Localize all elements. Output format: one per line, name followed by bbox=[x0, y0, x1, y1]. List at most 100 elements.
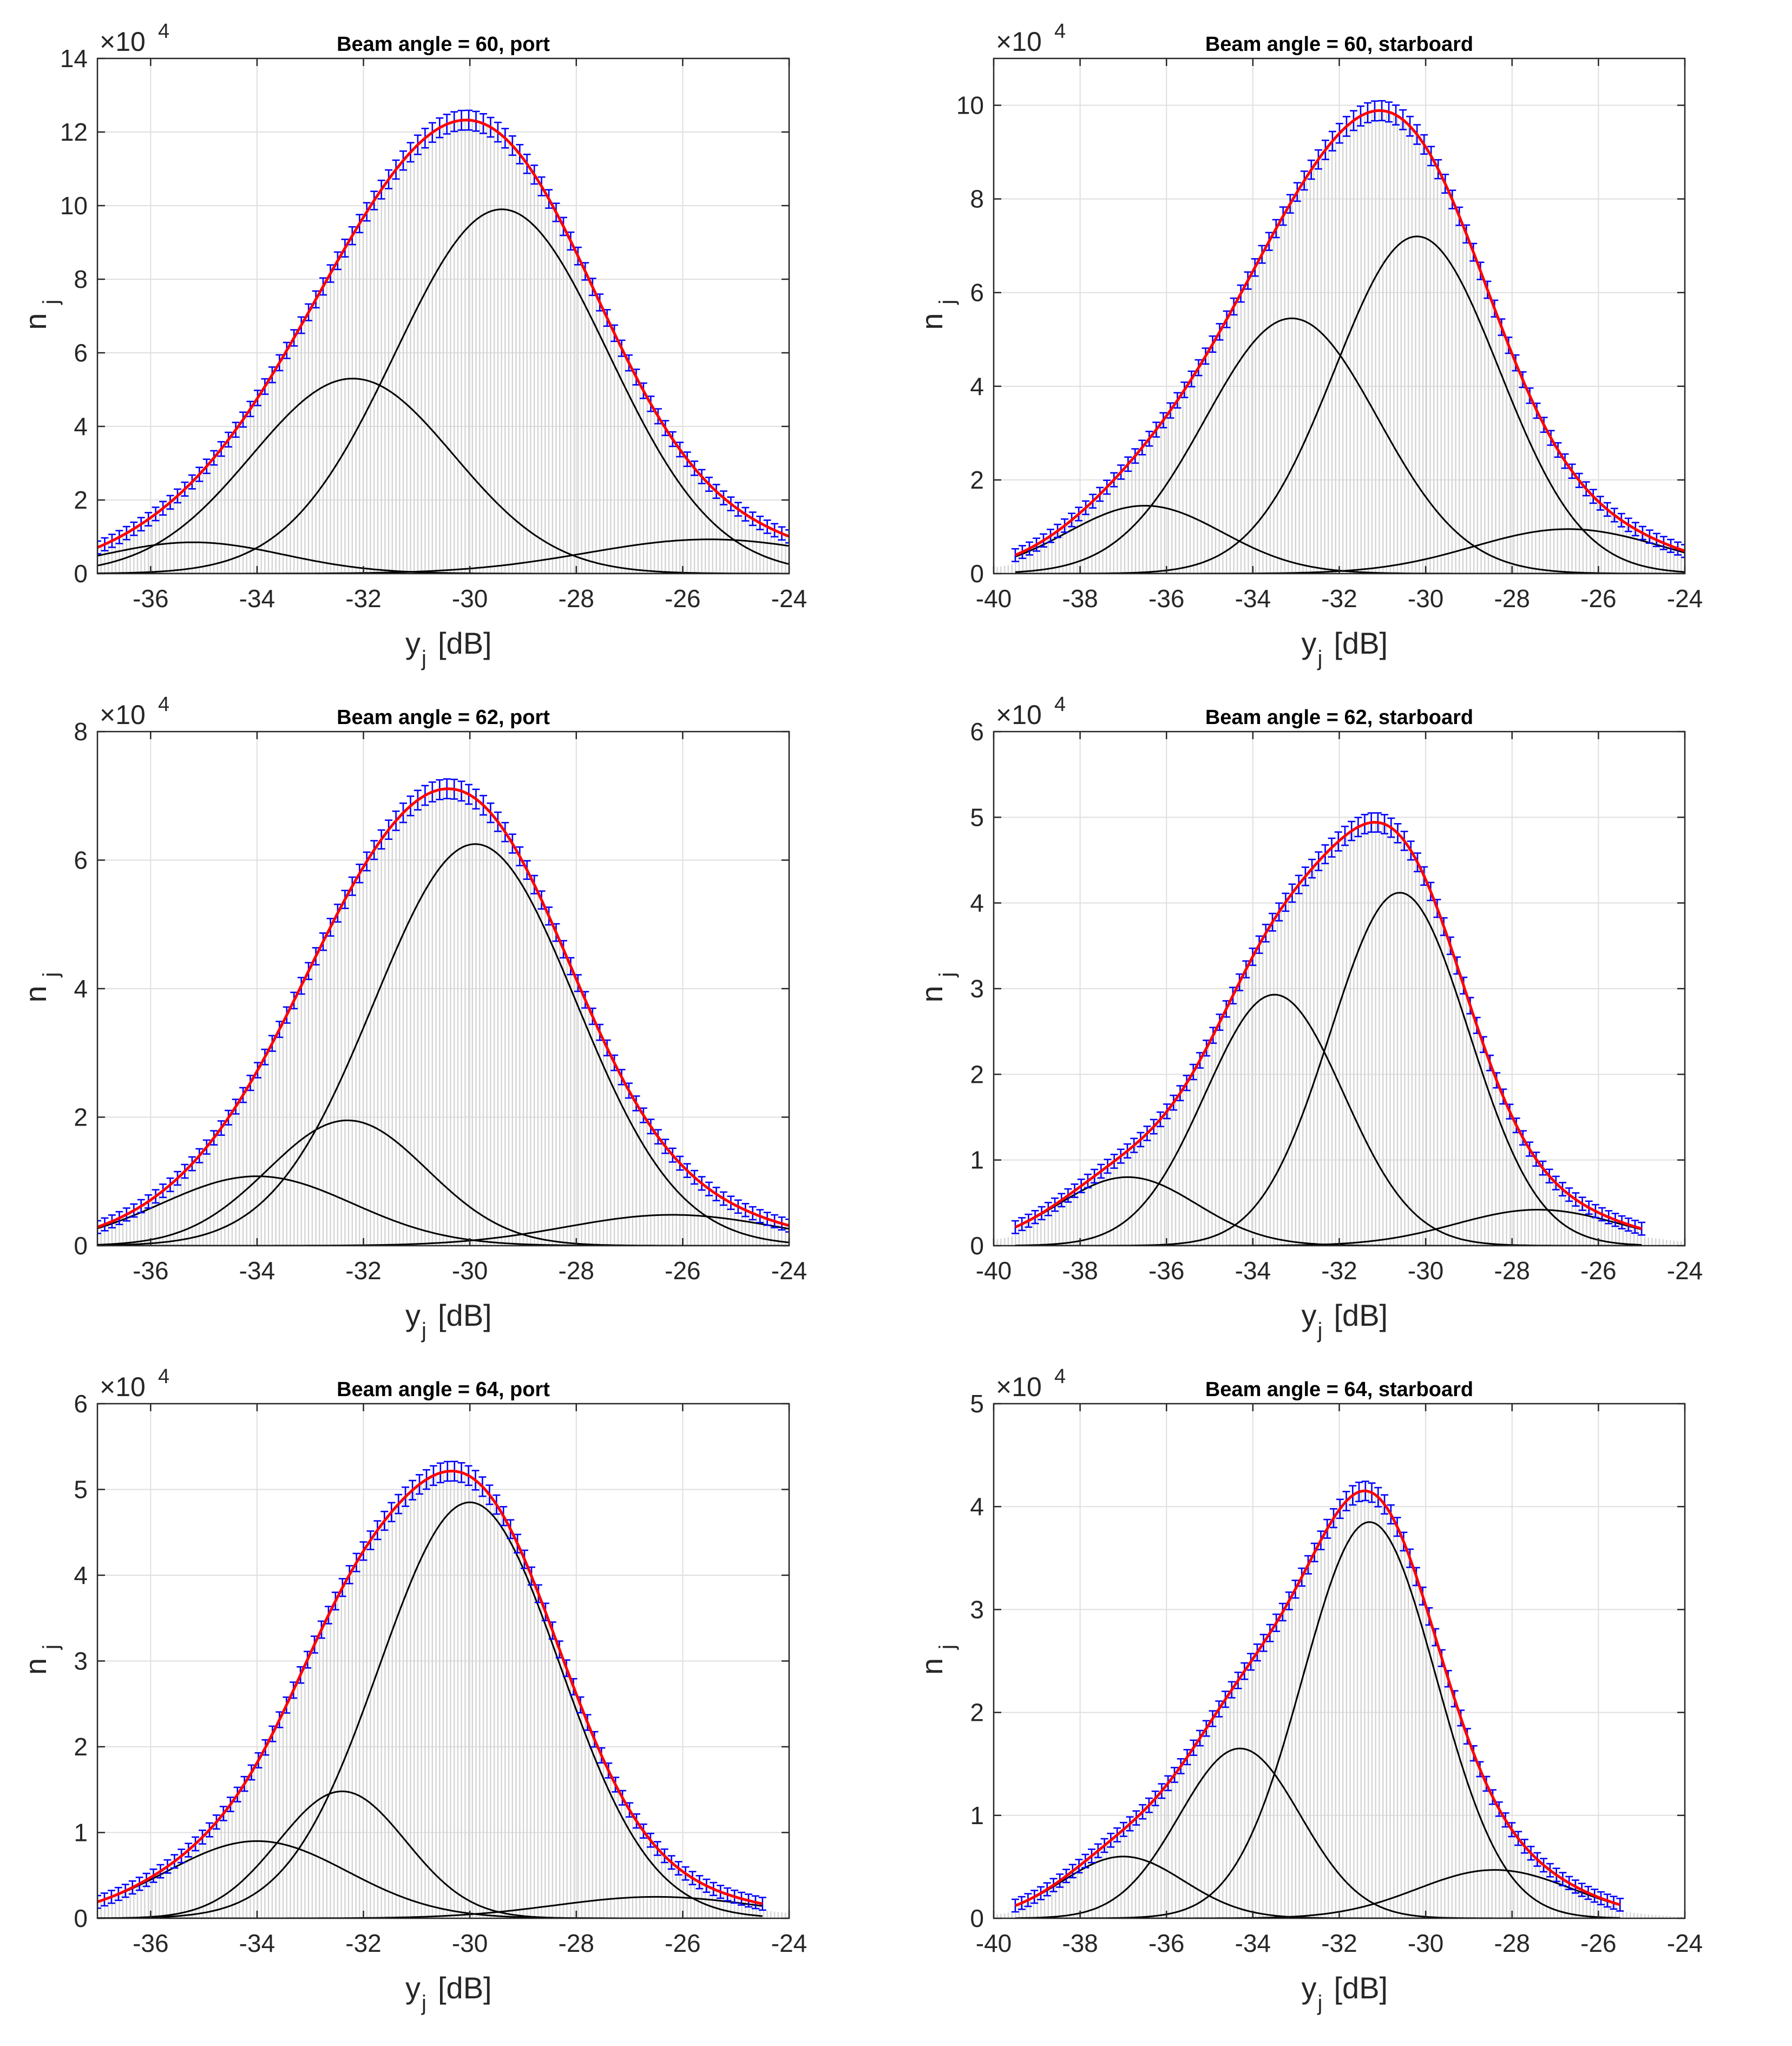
exponent-power: 4 bbox=[1054, 20, 1066, 43]
y-tick-label: 6 bbox=[970, 279, 984, 307]
chart-panel-5: -36 -34 -32 -30 -28 -26 -24 0 1 2 3 4 5 6 ×10 4 Beam ang… bbox=[18, 1365, 807, 2015]
y-axis-label-subscript: j bbox=[39, 1644, 63, 1650]
x-tick-label: -32 bbox=[1321, 1929, 1357, 1957]
total-fit-curve bbox=[97, 787, 789, 1228]
chart-panel-6: -40 -38 -36 -34 -32 -30 -28 -26 -24 0 1 2 3 4 5 ×10 4 Bea… bbox=[915, 1365, 1703, 2015]
x-tick-label: -26 bbox=[1580, 1256, 1616, 1285]
y-tick-label: 4 bbox=[970, 372, 984, 400]
y-tick-label: 2 bbox=[970, 1699, 984, 1727]
x-tick-label: -36 bbox=[133, 584, 168, 613]
y-tick-label: 0 bbox=[74, 560, 88, 588]
x-tick-label: -40 bbox=[976, 584, 1012, 613]
y-tick-label: 0 bbox=[970, 560, 984, 588]
component-curve-2 bbox=[97, 378, 789, 574]
y-axis-label: n bbox=[18, 985, 52, 1002]
x-tick-label: -32 bbox=[345, 584, 381, 613]
x-tick-label: -26 bbox=[665, 1929, 700, 1957]
y-tick-label: 3 bbox=[970, 975, 984, 1003]
y-tick-label: 10 bbox=[60, 192, 88, 220]
component-curve-4 bbox=[97, 538, 789, 574]
y-axis-label: n bbox=[915, 313, 949, 330]
component-curve-1 bbox=[97, 541, 789, 574]
x-tick-label: -34 bbox=[1235, 584, 1271, 613]
x-tick-label: -24 bbox=[1667, 1256, 1703, 1285]
total-fit-curve bbox=[1014, 109, 1685, 557]
chart-panel-1: -36 -34 -32 -30 -28 -26 -24 0 2 4 6 8 10 12 14 ×10 4 Beam… bbox=[18, 20, 807, 670]
x-axis-label-subscript: j bbox=[1317, 1319, 1323, 1343]
x-tick-label: -36 bbox=[1148, 1929, 1184, 1957]
y-axis-label-group: nj bbox=[18, 972, 63, 1003]
component-curve-1 bbox=[97, 1840, 763, 1918]
y-tick-label: 6 bbox=[74, 846, 88, 874]
x-tick-label: -38 bbox=[1062, 584, 1098, 613]
y-axis-label-subscript: j bbox=[39, 300, 63, 305]
exponent-power: 4 bbox=[1054, 1365, 1066, 1388]
y-tick-label: 5 bbox=[74, 1476, 88, 1504]
component-curve-1 bbox=[97, 1175, 789, 1246]
y-tick-label: 10 bbox=[956, 91, 984, 120]
chart-title: Beam angle = 64, port bbox=[337, 1378, 550, 1401]
component-curve-3 bbox=[97, 208, 789, 574]
x-tick-label: -34 bbox=[239, 1256, 275, 1285]
y-axis-label-subscript: j bbox=[935, 1644, 959, 1650]
exponent-label: ×10 bbox=[996, 27, 1042, 57]
component-curve-3 bbox=[97, 1501, 763, 1918]
plot-content bbox=[994, 1481, 1685, 1918]
component-curve-4 bbox=[97, 1214, 789, 1246]
component-curve-2 bbox=[1015, 1747, 1620, 1918]
x-axis-label: y bbox=[1302, 1298, 1317, 1332]
chart-title: Beam angle = 60, port bbox=[337, 33, 550, 56]
x-tick-label: -28 bbox=[1494, 1929, 1530, 1957]
chart-title: Beam angle = 62, starboard bbox=[1205, 706, 1473, 729]
x-axis-label-unit: [dB] bbox=[1334, 626, 1388, 660]
component-curve-4 bbox=[1015, 528, 1685, 574]
exponent-power: 4 bbox=[158, 693, 169, 716]
y-axis-label-subscript: j bbox=[935, 300, 959, 305]
x-tick-label: -32 bbox=[1321, 1256, 1357, 1285]
y-axis-label-group: nj bbox=[915, 300, 959, 330]
x-tick-label: -32 bbox=[1321, 584, 1357, 613]
x-axis-label-unit: [dB] bbox=[438, 626, 492, 660]
component-curve-3 bbox=[97, 843, 789, 1246]
y-tick-label: 2 bbox=[74, 486, 88, 514]
x-tick-label: -24 bbox=[771, 1929, 807, 1957]
y-tick-label: 8 bbox=[74, 265, 88, 293]
x-tick-label: -24 bbox=[1667, 584, 1703, 613]
x-axis-label-subscript: j bbox=[1317, 647, 1323, 670]
x-tick-label: -24 bbox=[771, 584, 807, 613]
error-bars bbox=[97, 778, 789, 1234]
chart-panel-4: -40 -38 -36 -34 -32 -30 -28 -26 -24 0 1 2 3 4 5 6 ×10 4 Be… bbox=[915, 693, 1703, 1343]
exponent-power: 4 bbox=[158, 20, 169, 43]
x-axis-label-subscript: j bbox=[421, 1991, 426, 2015]
x-tick-label: -28 bbox=[559, 1929, 594, 1957]
y-tick-label: 0 bbox=[74, 1232, 88, 1260]
plot-content bbox=[97, 1461, 789, 1918]
histogram bbox=[97, 788, 789, 1246]
x-tick-label: -26 bbox=[665, 584, 700, 613]
exponent-label: ×10 bbox=[100, 1372, 146, 1402]
chart-title: Beam angle = 60, starboard bbox=[1205, 33, 1473, 56]
component-curve-4 bbox=[1015, 1209, 1642, 1246]
x-axis-label: y bbox=[1302, 626, 1317, 660]
y-axis-label-group: nj bbox=[915, 1644, 959, 1675]
exponent-label: ×10 bbox=[996, 1372, 1042, 1402]
y-tick-label: 4 bbox=[970, 889, 984, 917]
x-tick-label: -36 bbox=[1148, 584, 1184, 613]
plot-content bbox=[994, 812, 1685, 1246]
y-tick-label: 0 bbox=[970, 1232, 984, 1260]
component-curve-1 bbox=[1015, 504, 1685, 574]
x-axis-label-unit: [dB] bbox=[438, 1971, 492, 2005]
y-tick-label: 14 bbox=[60, 44, 88, 73]
x-tick-label: -32 bbox=[345, 1929, 381, 1957]
x-tick-label: -26 bbox=[1580, 1929, 1616, 1957]
y-tick-label: 2 bbox=[970, 466, 984, 494]
y-axis-label-group: nj bbox=[18, 1644, 63, 1675]
y-tick-label: 4 bbox=[74, 1561, 88, 1589]
x-axis-label-subscript: j bbox=[421, 647, 426, 670]
x-tick-label: -26 bbox=[1580, 584, 1616, 613]
y-tick-label: 4 bbox=[74, 412, 88, 440]
histogram bbox=[97, 1471, 789, 1918]
y-tick-label: 1 bbox=[970, 1801, 984, 1830]
y-axis-label: n bbox=[18, 313, 52, 330]
